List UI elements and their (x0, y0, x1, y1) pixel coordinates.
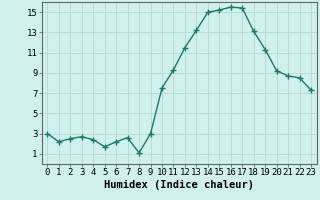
X-axis label: Humidex (Indice chaleur): Humidex (Indice chaleur) (104, 180, 254, 190)
